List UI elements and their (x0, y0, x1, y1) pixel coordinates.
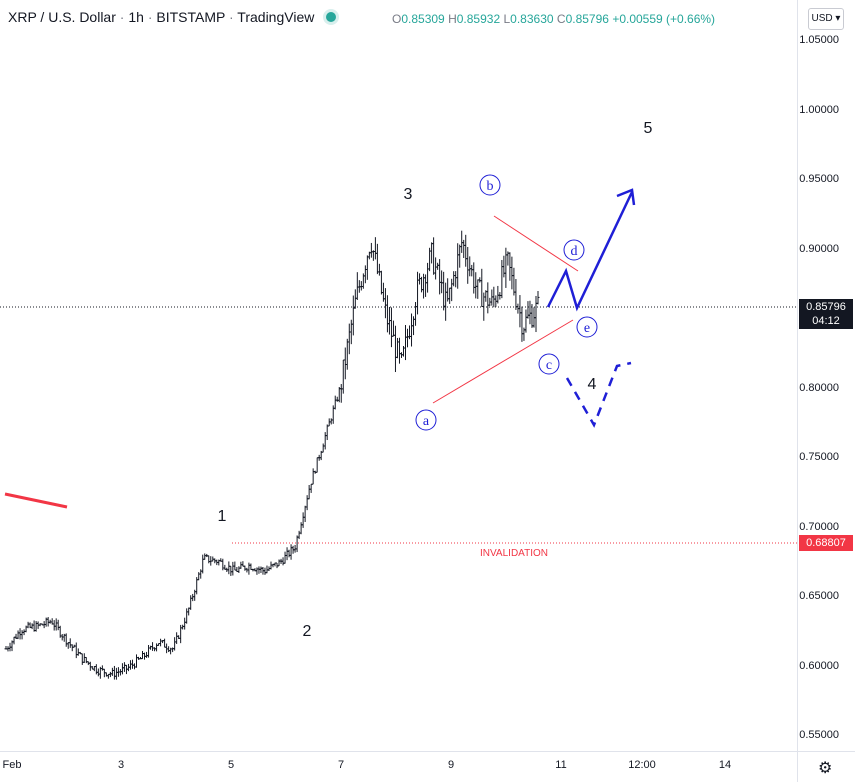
header-separator: · (147, 9, 157, 25)
price-tick-label: 0.90000 (799, 242, 839, 255)
wave-label-4[interactable]: 4 (588, 376, 597, 393)
symbol-header[interactable]: XRP / U.S. Dollar · 1h · BITSTAMP · Trad… (8, 9, 346, 25)
header-separator: · (119, 9, 129, 25)
wave-label-1[interactable]: 1 (218, 508, 227, 525)
projection-arrowhead (616, 188, 636, 206)
triangle-lower-line[interactable] (432, 319, 574, 404)
triangle-label-a[interactable]: a (415, 409, 437, 431)
price-tick-label: 0.80000 (799, 381, 839, 394)
time-tick-label: 11 (555, 759, 567, 771)
wave-label-3[interactable]: 3 (404, 186, 413, 203)
price-tick-label: 1.00000 (799, 103, 839, 116)
price-tick-label: 0.75000 (799, 451, 839, 463)
price-tick-label: 0.95000 (799, 173, 839, 185)
time-tick-label: 5 (227, 759, 235, 771)
currency-label: USD (811, 13, 833, 24)
change-value: +0.00559 (+0.66%) (612, 12, 716, 26)
ohlc-values: O0.85309 H0.85932 L0.83630 C0.85796 +0.0… (392, 12, 715, 26)
alternate-wave-4-path[interactable] (565, 361, 632, 428)
projection-path-d-e-5[interactable] (546, 191, 634, 312)
label-a-text: a (423, 414, 430, 429)
triangle-label-d[interactable]: d (563, 239, 585, 261)
close-key: C (556, 12, 566, 26)
time-tick-label: Feb (2, 759, 22, 771)
triangle-label-b[interactable]: b (479, 174, 501, 196)
invalidation-label[interactable]: INVALIDATION (480, 548, 548, 559)
currency-button[interactable]: USD ▾ (808, 8, 844, 30)
price-tick-label: 0.55000 (799, 729, 839, 741)
price-tick-label: 0.65000 (799, 590, 839, 602)
open-key: O (392, 12, 402, 26)
candlestick-series (4, 230, 540, 680)
triangle-label-e[interactable]: e (576, 316, 598, 338)
symbol-name: XRP / U.S. Dollar (8, 9, 116, 25)
invalidation-price-tag: 0.68807 (799, 535, 853, 551)
price-tick-label: 0.60000 (799, 659, 839, 672)
label-d-text: d (571, 244, 578, 259)
platform-label: TradingView (237, 9, 315, 25)
last-price-tag: 0.85796 (799, 299, 853, 315)
time-tick-label: 9 (447, 759, 455, 771)
triangle-label-c[interactable]: c (538, 353, 560, 375)
time-tick-label: 7 (337, 759, 345, 771)
label-b-text: b (487, 179, 494, 194)
countdown-tag: 04:12 (799, 314, 853, 329)
time-tick-label: 14 (718, 759, 732, 771)
time-tick-label: 12:00 (628, 759, 656, 771)
trend-line-left[interactable] (4, 492, 68, 509)
header-separator: · (228, 9, 238, 25)
close-value: 0.85796 (565, 12, 609, 26)
exchange-label: BITSTAMP (156, 9, 226, 25)
interval-label: 1h (128, 9, 144, 25)
market-status-icon[interactable] (326, 12, 337, 22)
triangle-upper-line[interactable] (493, 215, 579, 272)
price-tick-label: 1.05000 (799, 34, 839, 46)
label-e-text: e (584, 321, 590, 336)
low-key: L (503, 12, 511, 26)
low-value: 0.83630 (510, 12, 554, 26)
wave-label-2[interactable]: 2 (303, 623, 312, 640)
high-value: 0.85932 (456, 12, 501, 26)
time-tick-label: 3 (117, 759, 125, 771)
wave-label-5[interactable]: 5 (644, 120, 653, 137)
label-c-text: c (546, 358, 552, 373)
gear-icon[interactable]: ⚙ (818, 760, 833, 777)
price-tick-label: 0.70000 (799, 520, 839, 533)
open-value: 0.85309 (401, 12, 445, 26)
high-key: H (448, 12, 457, 26)
